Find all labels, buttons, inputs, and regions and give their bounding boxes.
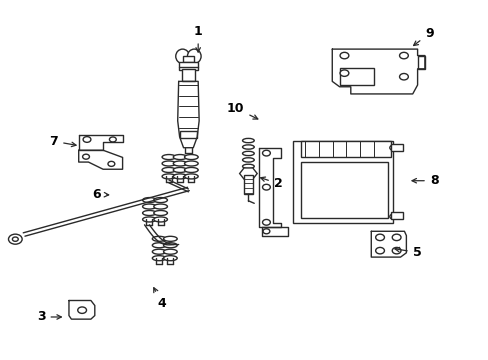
Text: 7: 7 <box>49 135 76 148</box>
Circle shape <box>262 150 270 156</box>
Circle shape <box>263 229 269 234</box>
Circle shape <box>389 145 396 150</box>
Text: 10: 10 <box>226 102 257 119</box>
Ellipse shape <box>162 154 175 159</box>
Ellipse shape <box>173 174 186 179</box>
Ellipse shape <box>152 243 165 248</box>
Ellipse shape <box>184 154 198 159</box>
Text: 3: 3 <box>37 310 61 324</box>
Ellipse shape <box>242 151 254 156</box>
Circle shape <box>375 234 384 240</box>
Text: 5: 5 <box>394 246 421 259</box>
Ellipse shape <box>163 243 177 248</box>
Text: 4: 4 <box>153 288 165 310</box>
Bar <box>179 131 197 138</box>
Bar <box>300 162 387 218</box>
Ellipse shape <box>163 256 177 261</box>
Ellipse shape <box>162 167 175 172</box>
Circle shape <box>391 234 400 240</box>
Text: 6: 6 <box>92 188 108 201</box>
Ellipse shape <box>163 236 177 241</box>
Bar <box>243 175 253 194</box>
Ellipse shape <box>242 145 254 149</box>
Ellipse shape <box>242 158 254 162</box>
Text: 1: 1 <box>193 25 202 52</box>
Bar <box>182 69 194 81</box>
Ellipse shape <box>162 174 175 179</box>
Ellipse shape <box>154 211 167 216</box>
Ellipse shape <box>242 138 254 143</box>
Ellipse shape <box>142 204 156 209</box>
Bar <box>182 56 194 62</box>
Circle shape <box>389 214 396 219</box>
Circle shape <box>391 247 400 254</box>
Ellipse shape <box>152 236 165 241</box>
Text: 2: 2 <box>260 177 282 190</box>
Circle shape <box>375 247 384 254</box>
Circle shape <box>399 73 407 80</box>
Ellipse shape <box>242 164 254 168</box>
Ellipse shape <box>152 249 165 254</box>
Ellipse shape <box>184 167 198 172</box>
Circle shape <box>399 52 407 59</box>
Circle shape <box>78 307 86 314</box>
Bar <box>293 140 392 223</box>
Circle shape <box>262 220 270 225</box>
Ellipse shape <box>142 217 156 222</box>
Circle shape <box>8 234 22 244</box>
Ellipse shape <box>173 154 186 159</box>
Circle shape <box>339 52 348 59</box>
Ellipse shape <box>154 217 167 222</box>
Ellipse shape <box>142 211 156 216</box>
Bar <box>390 212 402 220</box>
Ellipse shape <box>162 161 175 166</box>
Bar <box>339 68 373 85</box>
Bar <box>300 140 390 157</box>
Circle shape <box>12 237 18 241</box>
Circle shape <box>262 184 270 190</box>
Ellipse shape <box>173 161 186 166</box>
Ellipse shape <box>154 198 167 203</box>
Text: 9: 9 <box>413 27 433 45</box>
Ellipse shape <box>163 249 177 254</box>
Text: 8: 8 <box>411 174 438 187</box>
Bar <box>178 62 198 69</box>
Ellipse shape <box>175 49 189 63</box>
Ellipse shape <box>184 174 198 179</box>
Ellipse shape <box>142 198 156 203</box>
Ellipse shape <box>152 256 165 261</box>
Ellipse shape <box>187 49 201 63</box>
Bar <box>390 144 402 151</box>
Ellipse shape <box>173 167 186 172</box>
Circle shape <box>339 70 348 76</box>
Bar <box>417 55 424 69</box>
Ellipse shape <box>184 161 198 166</box>
Ellipse shape <box>154 204 167 209</box>
